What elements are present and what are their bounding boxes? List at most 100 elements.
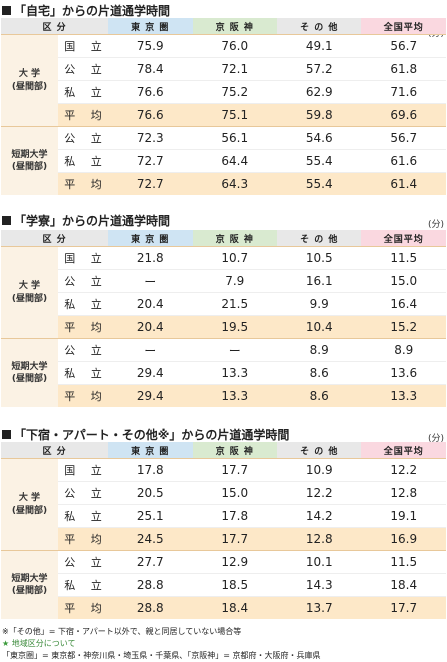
row-label-kouritsu: 公 立 <box>58 481 109 505</box>
table-geshuku: 区 分 東 京 圏 京 阪 神 そ の 他 全国平均 大 学 (昼間部) 国 立 … <box>1 442 446 619</box>
cell: 21.8 <box>108 246 193 270</box>
header-kubun: 区 分 <box>1 18 109 35</box>
cell: 61.8 <box>361 57 446 81</box>
square-bullet-icon <box>2 216 11 225</box>
header-keihan: 京 阪 神 <box>192 230 277 247</box>
row-label-shiritsu: 私 立 <box>58 573 109 597</box>
row-label-shiritsu: 私 立 <box>58 80 109 104</box>
cell: 14.2 <box>276 504 362 528</box>
section-title-gakuryo: 「学寮」からの片道通学時間 <box>2 212 170 229</box>
cell: 12.2 <box>361 458 446 482</box>
note-sonota: ※「その他」= 下宿・アパート以外で、親と同居していない場合等 <box>2 627 242 636</box>
cell: 72.7 <box>108 172 193 195</box>
cell: 15.2 <box>361 315 446 339</box>
header-tokyo: 東 京 圏 <box>108 442 193 459</box>
group-sublabel: (昼間部) <box>11 293 48 304</box>
section-title-text: 「学寮」からの片道通学時間 <box>14 214 171 228</box>
row-label-kouritsu: 公 立 <box>58 338 109 362</box>
cell: 10.4 <box>276 315 362 339</box>
cell: 54.6 <box>276 126 362 150</box>
row-label-kouritsu: 公 立 <box>58 57 109 81</box>
row-label-shiritsu: 私 立 <box>58 504 109 528</box>
section-title-text: 「下宿・アパート・その他※」からの片道通学時間 <box>14 428 290 442</box>
row-label-heikin: 平 均 <box>58 527 109 551</box>
footnotes: ※「その他」= 下宿・アパート以外で、親と同居していない場合等 ★ 地域区分につ… <box>2 626 321 662</box>
cell: 13.3 <box>192 384 277 407</box>
cell: 15.0 <box>361 269 446 293</box>
row-label-heikin: 平 均 <box>58 315 109 339</box>
group-tanki: 短期大学 (昼間部) <box>1 550 58 619</box>
header-zenkoku: 全国平均 <box>361 442 446 459</box>
group-label: 大 学 <box>18 493 41 504</box>
cell: 17.7 <box>361 596 446 619</box>
cell: 55.4 <box>276 149 362 173</box>
cell: 25.1 <box>108 504 193 528</box>
cell: 20.4 <box>108 315 193 339</box>
cell: 12.8 <box>361 481 446 505</box>
cell: 14.3 <box>276 573 362 597</box>
cell: 56.7 <box>361 34 446 58</box>
header-sonota: そ の 他 <box>276 230 362 247</box>
header-sonota: そ の 他 <box>276 442 362 459</box>
cell: 13.3 <box>361 384 446 407</box>
header-kubun: 区 分 <box>1 442 109 459</box>
cell: 13.6 <box>361 361 446 385</box>
row-label-shiritsu: 私 立 <box>58 361 109 385</box>
cell: 69.6 <box>361 103 446 127</box>
header-tokyo: 東 京 圏 <box>108 18 193 35</box>
cell: ー <box>108 338 193 362</box>
group-sublabel: (昼間部) <box>11 81 48 92</box>
group-daigaku: 大 学 (昼間部) <box>1 458 58 551</box>
header-sonota: そ の 他 <box>276 18 362 35</box>
header-keihan: 京 阪 神 <box>192 18 277 35</box>
row-label-kouritsu: 公 立 <box>58 550 109 574</box>
cell: 10.5 <box>276 246 362 270</box>
cell: 8.6 <box>276 384 362 407</box>
cell: 20.4 <box>108 292 193 316</box>
row-label-kokuritsu: 国 立 <box>58 246 109 270</box>
cell: 27.7 <box>108 550 193 574</box>
cell: 10.7 <box>192 246 277 270</box>
cell: 8.9 <box>276 338 362 362</box>
row-label-kokuritsu: 国 立 <box>58 34 109 58</box>
cell: 21.5 <box>192 292 277 316</box>
cell: 13.7 <box>276 596 362 619</box>
group-label: 大 学 <box>18 281 41 292</box>
square-bullet-icon <box>2 6 11 15</box>
star-icon: ★ <box>2 639 10 648</box>
cell: 17.7 <box>192 458 277 482</box>
cell: 19.5 <box>192 315 277 339</box>
group-tanki: 短期大学 (昼間部) <box>1 338 58 407</box>
cell: 72.1 <box>192 57 277 81</box>
row-label-shiritsu: 私 立 <box>58 149 109 173</box>
cell: 16.1 <box>276 269 362 293</box>
cell: 76.6 <box>108 80 193 104</box>
row-label-kokuritsu: 国 立 <box>58 458 109 482</box>
unit-label: (分) <box>427 220 444 230</box>
cell: 56.1 <box>192 126 277 150</box>
group-label: 大 学 <box>18 69 41 80</box>
cell: 11.5 <box>361 246 446 270</box>
section-title-geshuku: 「下宿・アパート・その他※」からの片道通学時間 <box>2 426 289 443</box>
row-label-heikin: 平 均 <box>58 596 109 619</box>
header-zenkoku: 全国平均 <box>361 18 446 35</box>
note-region-heading-text: 地域区分について <box>11 639 76 648</box>
cell: 12.2 <box>276 481 362 505</box>
cell: 16.4 <box>361 292 446 316</box>
cell: 13.3 <box>192 361 277 385</box>
cell: 17.8 <box>192 504 277 528</box>
cell: 75.2 <box>192 80 277 104</box>
cell: 10.9 <box>276 458 362 482</box>
cell: 61.4 <box>361 172 446 195</box>
section-title-text: 「自宅」からの片道通学時間 <box>14 4 171 18</box>
cell: 75.1 <box>192 103 277 127</box>
cell: 64.3 <box>192 172 277 195</box>
cell: 20.5 <box>108 481 193 505</box>
cell: 12.9 <box>192 550 277 574</box>
header-kubun: 区 分 <box>1 230 109 247</box>
table-gakuryo: 区 分 東 京 圏 京 阪 神 そ の 他 全国平均 大 学 (昼間部) 国 立 … <box>1 230 446 407</box>
group-sublabel: (昼間部) <box>11 162 48 172</box>
cell: 76.0 <box>192 34 277 58</box>
cell: 15.0 <box>192 481 277 505</box>
cell: 17.7 <box>192 527 277 551</box>
